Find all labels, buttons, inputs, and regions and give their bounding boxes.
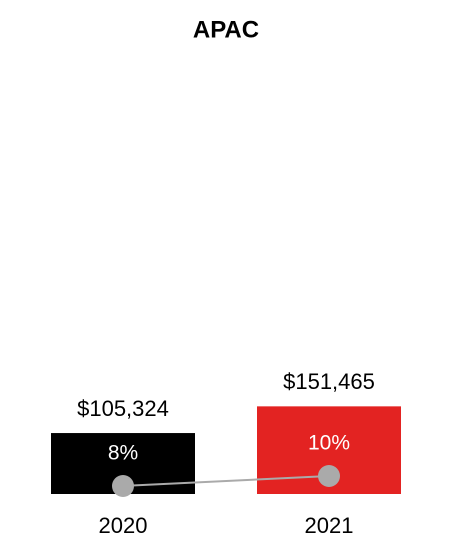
line: [122, 475, 330, 487]
value-label: 10%: [308, 432, 350, 455]
line-point: [112, 475, 134, 497]
value-label: $151,465: [283, 369, 375, 394]
x-tick-label: 2021: [305, 513, 354, 538]
chart-title: APAC: [193, 16, 259, 43]
x-tick-label: 2020: [99, 513, 148, 538]
line-point: [318, 465, 340, 487]
value-label: 8%: [108, 442, 138, 465]
value-label: $105,324: [77, 396, 169, 421]
